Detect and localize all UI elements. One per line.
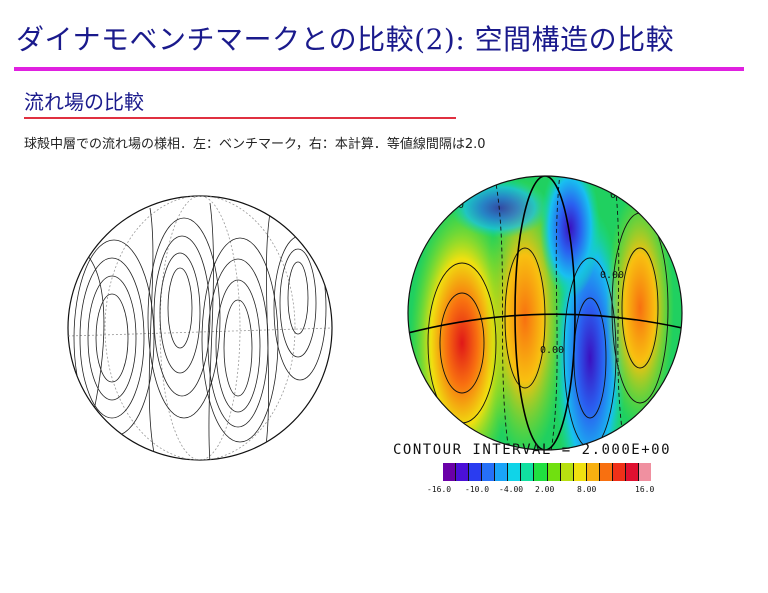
- colorbar-swatch: [443, 463, 457, 481]
- colorbar-tick-label: -4.00: [499, 485, 524, 494]
- colorbar-swatch: [508, 463, 522, 481]
- figure-caption: 球殻中層での流れ場の様相．左：ベンチマーク，右：本計算．等値線間隔は2.0: [24, 137, 486, 152]
- colorbar-swatch: [625, 463, 639, 481]
- slide-title: ダイナモベンチマークとの比較(2): 空間構造の比較: [16, 23, 675, 56]
- colorbar-swatch: [573, 463, 587, 481]
- title-divider: [14, 67, 744, 71]
- colorbar-tick-label: 8.00: [577, 485, 597, 494]
- colorbar-swatch: [521, 463, 535, 481]
- colorbar-swatch: [612, 463, 626, 481]
- colorbar-swatch: [469, 463, 483, 481]
- contour-interval-label: CONTOUR INTERVAL = 2.000E+00: [393, 442, 672, 458]
- colorbar-tick-label: -16.0: [427, 485, 452, 494]
- colorbar: [443, 463, 651, 481]
- contour-value-label: 0.00: [540, 345, 564, 356]
- benchmark-flow-sphere: [67, 195, 333, 461]
- colorbar-tick-label: 16.0: [635, 485, 655, 494]
- colorbar-tick-label: -10.0: [465, 485, 490, 494]
- colorbar-swatch: [638, 463, 651, 481]
- colorbar-swatch: [482, 463, 496, 481]
- colorbar-swatch: [495, 463, 509, 481]
- computed-flow-sphere: 0.00 0.00 0.00 0.00: [407, 175, 683, 451]
- colorbar-swatch: [534, 463, 548, 481]
- colorbar-swatch: [586, 463, 600, 481]
- colorbar-swatch: [560, 463, 574, 481]
- colorbar-swatch: [547, 463, 561, 481]
- section-divider: [24, 117, 456, 119]
- colorbar-swatch: [456, 463, 470, 481]
- section-heading: 流れ場の比較: [24, 90, 144, 114]
- colorbar-swatch: [599, 463, 613, 481]
- contour-value-label: 0.00: [600, 270, 624, 281]
- colorbar-tick-label: 2.00: [535, 485, 555, 494]
